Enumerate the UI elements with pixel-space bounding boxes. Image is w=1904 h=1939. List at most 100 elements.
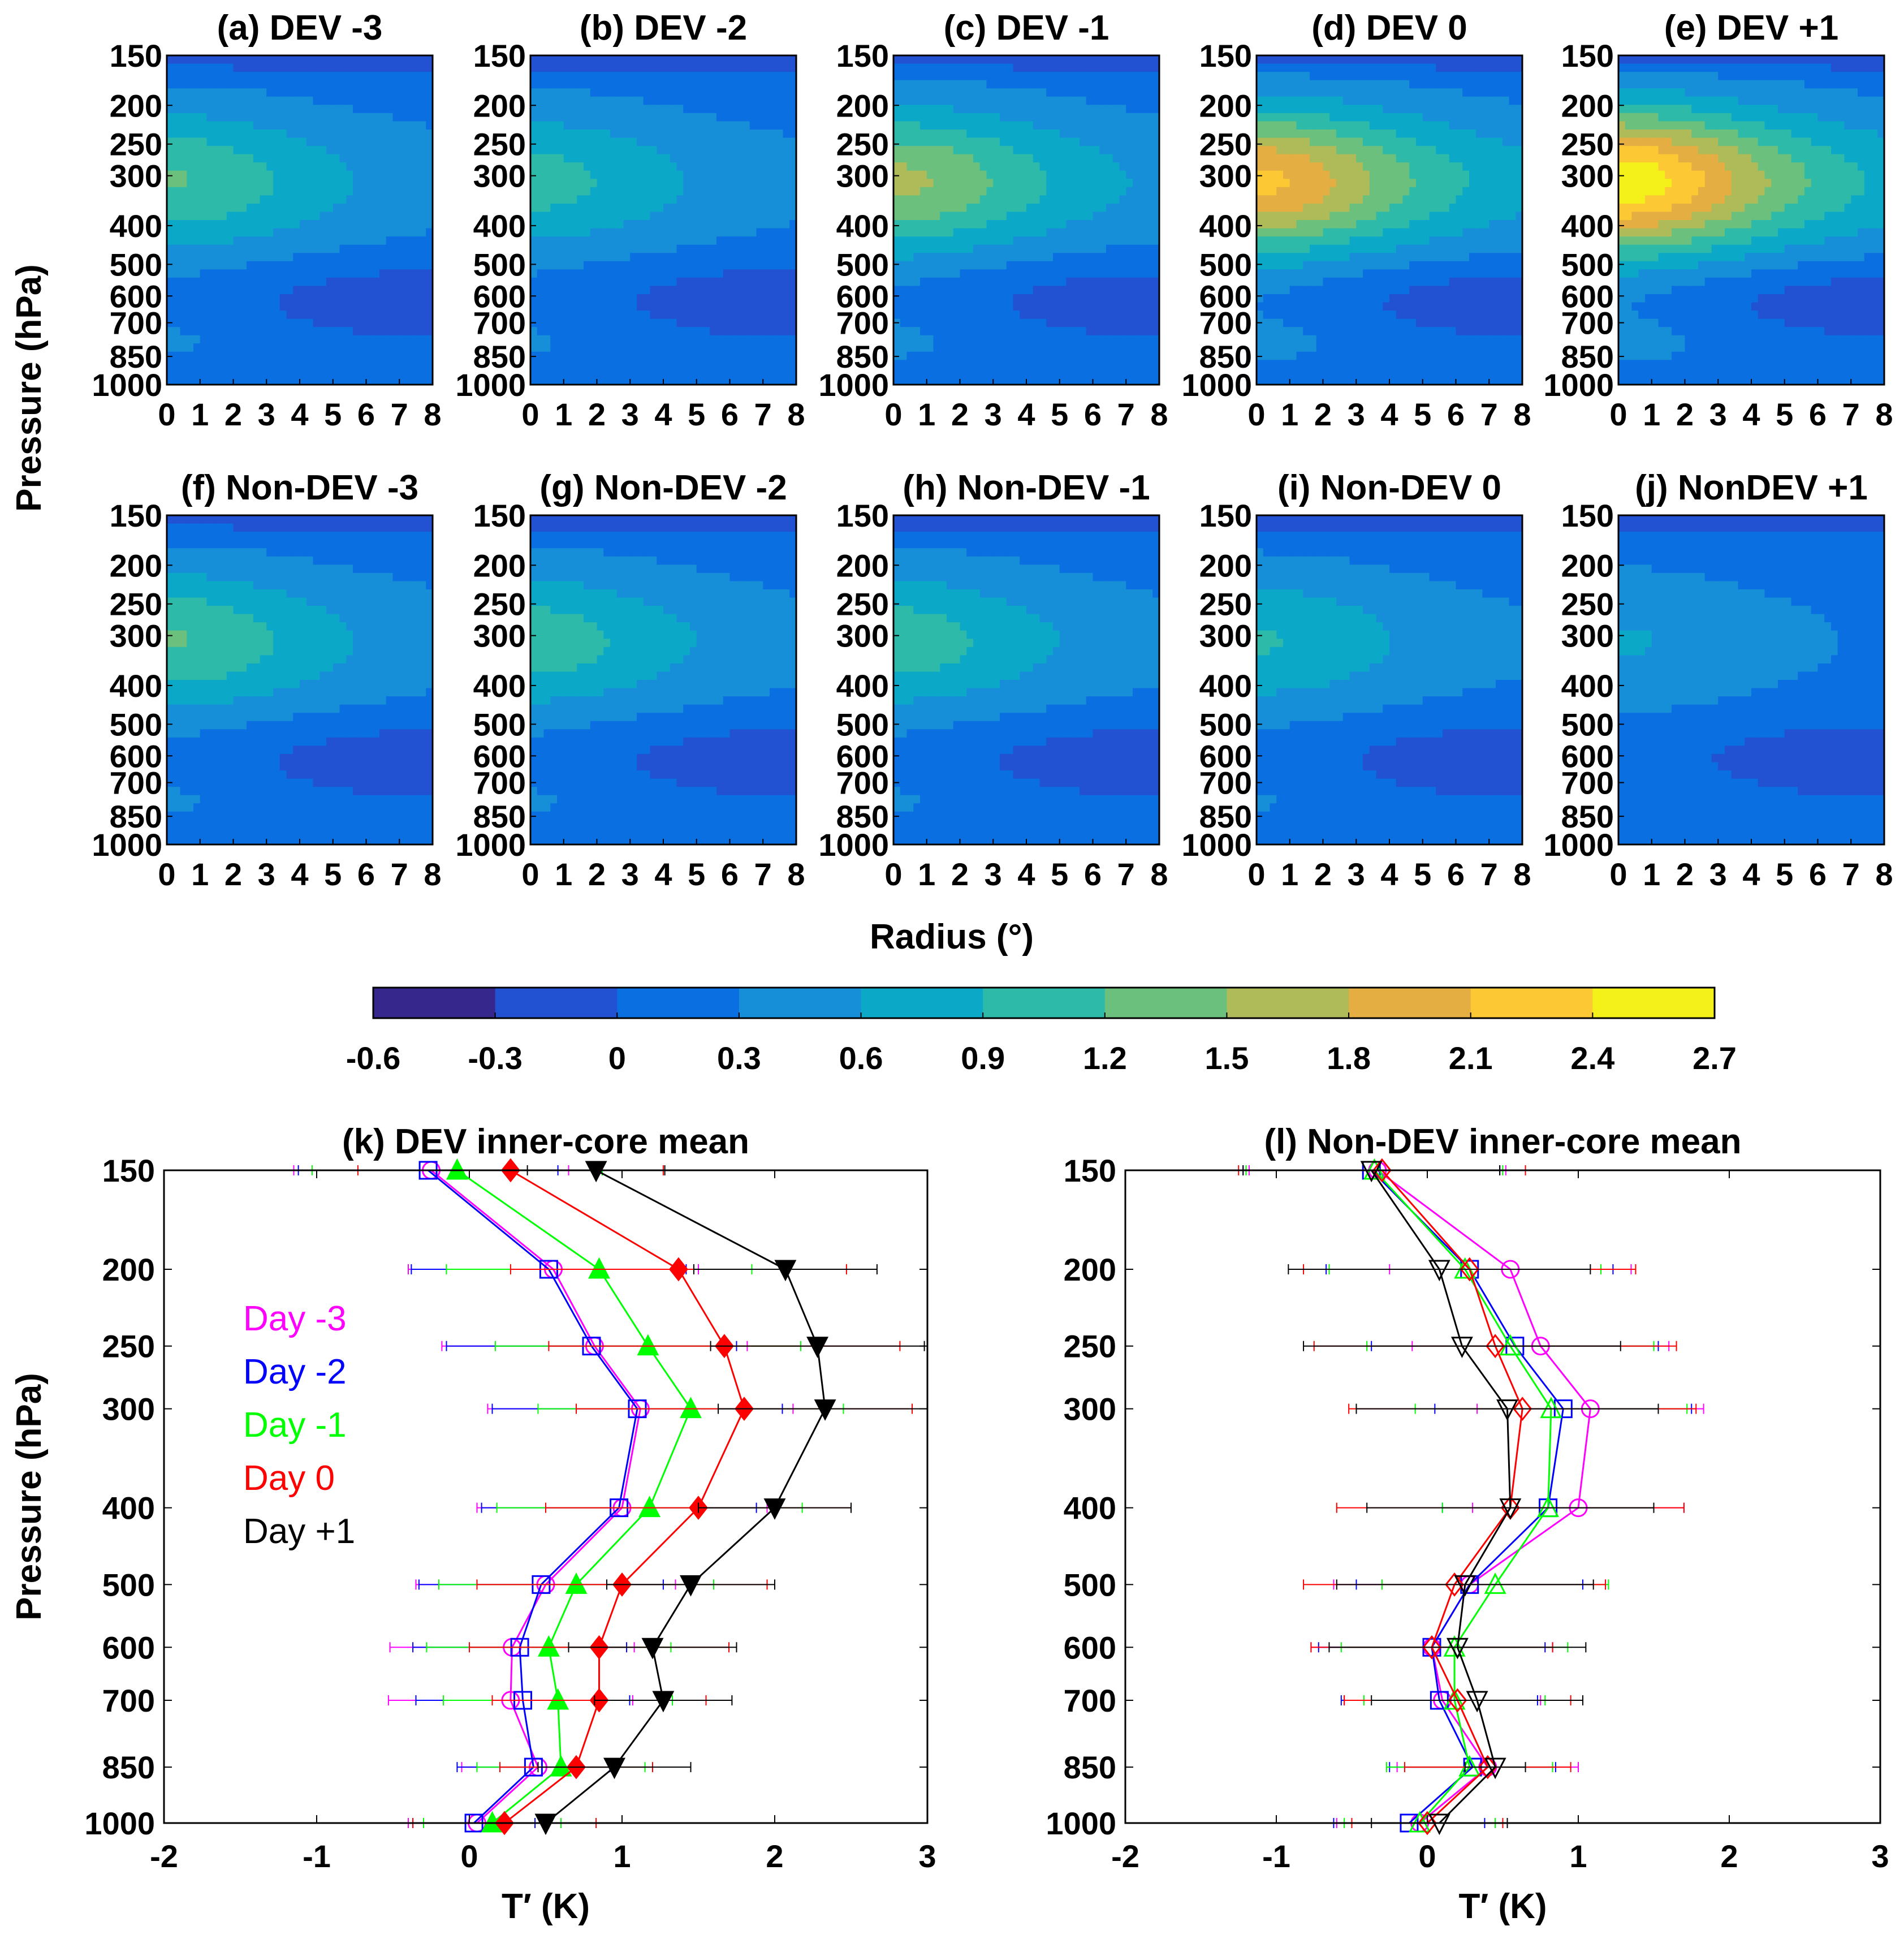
contour-cell [1099, 170, 1107, 179]
contour-cell [770, 302, 777, 311]
contour-cell [220, 302, 227, 311]
contour-cell [749, 269, 757, 278]
contour-cell [1026, 335, 1034, 344]
contour-cell [696, 195, 704, 204]
contour-cell [703, 195, 710, 204]
contour-cell [1033, 195, 1040, 204]
contour-cell [643, 72, 651, 81]
contour-cell [193, 376, 201, 385]
contour-cell [173, 105, 181, 114]
contour-cell [933, 96, 940, 105]
contour-cell [940, 203, 947, 213]
contour-cell [253, 244, 261, 253]
contour-cell [1039, 277, 1047, 286]
contour-cell [663, 253, 671, 262]
contour-cell [173, 154, 181, 163]
contour-cell [167, 327, 174, 336]
contour-cell [610, 195, 618, 204]
contour-cell [913, 129, 921, 139]
contour-cell [253, 121, 261, 130]
contour-cell [577, 360, 584, 369]
contour-cell [1106, 88, 1113, 97]
contour-cell [1139, 187, 1147, 196]
contour-cell [1000, 72, 1007, 81]
contour-cell [1039, 55, 1047, 64]
contour-cell [776, 343, 784, 352]
contour-cell [986, 302, 994, 311]
contour-cell [1053, 72, 1060, 81]
contour-cell [1000, 162, 1007, 171]
contour-cell [406, 113, 413, 122]
contour-cell [1059, 162, 1067, 171]
contour-cell [723, 63, 731, 72]
contour-cell [763, 351, 770, 360]
contour-cell [187, 368, 194, 377]
contour-cell [723, 253, 731, 262]
contour-cell [947, 335, 954, 344]
y-tick-label: 300 [110, 158, 162, 194]
contour-cell [353, 154, 360, 163]
contour-cell [637, 360, 644, 369]
contour-cell [247, 311, 254, 320]
contour-cell [926, 253, 934, 262]
contour-cell [623, 203, 631, 213]
contour-cell [1006, 253, 1014, 262]
contour-cell [233, 261, 240, 270]
contour-cell [366, 294, 373, 303]
contour-cell [770, 63, 777, 72]
contour-cell [1059, 253, 1067, 262]
contour-cell [1119, 228, 1126, 237]
contour-cell [193, 113, 201, 122]
contour-cell [1000, 113, 1007, 122]
contour-cell [723, 146, 731, 155]
contour-cell [167, 63, 174, 72]
contour-cell [1046, 236, 1054, 245]
contour-cell [279, 129, 287, 139]
contour-cell [683, 220, 690, 229]
contour-cell [1026, 253, 1034, 262]
contour-cell [273, 286, 280, 295]
contour-cell [893, 286, 901, 295]
contour-cell [986, 72, 994, 81]
contour-cell [783, 269, 790, 278]
contour-cell [1099, 294, 1107, 303]
contour-cell [173, 113, 181, 122]
contour-cell [630, 343, 637, 352]
contour-cell [353, 88, 360, 97]
contour-cell [690, 121, 697, 130]
contour-cell [392, 187, 400, 196]
contour-cell [986, 129, 994, 139]
contour-cell [247, 318, 254, 328]
contour-cell [743, 294, 750, 303]
contour-cell [683, 63, 690, 72]
contour-cell [953, 105, 961, 114]
contour-cell [426, 146, 433, 155]
contour-cell [537, 179, 545, 188]
contour-cell [300, 261, 307, 270]
contour-cell [690, 253, 697, 262]
contour-cell [187, 294, 194, 303]
contour-cell [266, 88, 274, 97]
contour-cell [979, 72, 987, 81]
x-tick-label: 7 [754, 397, 772, 432]
contour-cell [530, 368, 538, 377]
contour-cell [953, 121, 961, 130]
contour-cell [399, 212, 407, 221]
contour-cell [1006, 72, 1014, 81]
contour-cell [1099, 269, 1107, 278]
contour-cell [960, 146, 967, 155]
contour-cell [716, 327, 724, 336]
contour-cell [670, 294, 677, 303]
contour-cell [749, 137, 757, 146]
contour-cell [233, 220, 240, 229]
contour-cell [1059, 146, 1067, 155]
contour-cell [1026, 154, 1034, 163]
contour-cell [920, 170, 927, 179]
contour-cell [286, 343, 293, 352]
contour-cell [1000, 137, 1007, 146]
contour-cell [1106, 360, 1113, 369]
contour-cell [953, 228, 961, 237]
contour-cell [353, 146, 360, 155]
contour-cell [226, 170, 234, 179]
contour-cell [537, 269, 545, 278]
